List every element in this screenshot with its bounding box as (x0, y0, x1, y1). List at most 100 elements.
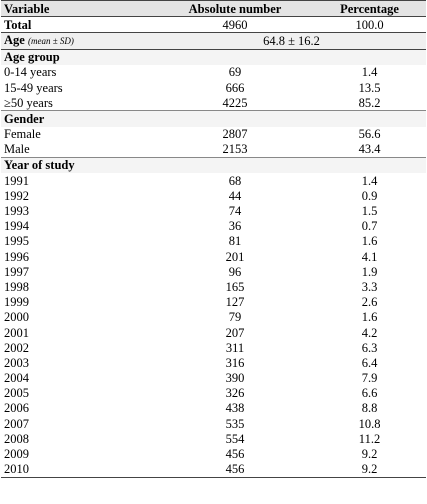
table-cell: 6.6 (361, 386, 378, 401)
table-cell: 64.8 ± 16.2 (157, 32, 426, 50)
table-cell: 4.1 (361, 249, 378, 264)
table-cell: 207 (225, 325, 245, 340)
data-row: 1995 81 1.6 (1, 234, 426, 249)
table-cell: 554 (225, 431, 245, 446)
table-cell: 1995 (4, 234, 29, 249)
table-cell: 44 (228, 188, 242, 203)
table-cell: 2005 (4, 386, 29, 401)
table-cell: 326 (225, 386, 245, 401)
table-cell: Variable (1, 0, 157, 18)
table-cell: 2001 (4, 325, 29, 340)
total-row: Total 4960 100.0 (1, 17, 426, 33)
table-cell: Percentage (313, 0, 426, 18)
table-cell: 1998 (4, 279, 29, 294)
table-cell: 7.9 (361, 371, 378, 386)
table-cell: 2009 (4, 447, 29, 462)
table-cell: 6.3 (361, 340, 378, 355)
table-cell: 2003 (4, 355, 29, 370)
data-table: Variable Absolute number Percentage Total 49… (1, 0, 426, 478)
table-cell: 74 (228, 204, 242, 219)
table-cell: 456 (225, 447, 245, 462)
table-cell: 2007 (4, 416, 29, 431)
data-row: 2006 438 8.8 (1, 401, 426, 416)
table-body: Variable Absolute number Percentage Total 49… (1, 0, 426, 478)
table-cell: 69 (228, 65, 242, 80)
table-cell: 9.2 (313, 461, 426, 478)
table-cell: 1999 (4, 295, 29, 310)
data-row: 2007 535 10.8 (1, 416, 426, 431)
table-cell: 1.4 (361, 65, 378, 80)
table-cell: 96 (228, 264, 242, 279)
table-cell: 390 (225, 371, 245, 386)
table-cell: 0-14 years (4, 65, 57, 80)
table-cell: 6.4 (361, 355, 378, 370)
data-row: 2008 554 11.2 (1, 431, 426, 446)
table-cell: 1993 (4, 204, 29, 219)
table-cell: 2008 (4, 431, 29, 446)
data-row: 1996 201 4.1 (1, 249, 426, 264)
age-note: (mean ± SD) (27, 36, 74, 47)
table-cell: 13.5 (358, 80, 381, 95)
table-cell: ≥50 years (4, 95, 53, 110)
table-cell: 79 (228, 310, 242, 325)
table-cell: 311 (225, 340, 245, 355)
data-row: 2002 311 6.3 (1, 340, 426, 355)
table-cell: 0.9 (361, 188, 378, 203)
table-cell: 4.2 (361, 325, 378, 340)
table-cell: 1.6 (361, 310, 378, 325)
table-cell: 316 (225, 355, 245, 370)
table-cell: 1.4 (361, 173, 378, 188)
table-cell: 2153 (222, 142, 248, 157)
table-cell: 43.4 (358, 142, 381, 157)
data-row: 1998 165 3.3 (1, 279, 426, 294)
data-row: 1994 36 0.7 (1, 219, 426, 234)
table-cell: 10.8 (358, 416, 381, 431)
table-cell: 438 (225, 401, 245, 416)
data-row: 2001 207 4.2 (1, 325, 426, 340)
table-cell: 81 (228, 234, 242, 249)
table-cell: 8.8 (361, 401, 378, 416)
table-cell: 1.5 (361, 204, 378, 219)
table-cell: 1.9 (361, 264, 378, 279)
table-cell: 2.6 (361, 295, 378, 310)
table-cell: 456 (157, 461, 313, 478)
data-row: 2003 316 6.4 (1, 355, 426, 370)
data-row: 2009 456 9.2 (1, 446, 426, 461)
table-cell: Total (4, 17, 32, 32)
table-cell: 127 (225, 295, 245, 310)
table-cell: 1997 (4, 264, 29, 279)
table-cell: 85.2 (358, 95, 381, 110)
table-cell: 2010 (1, 461, 157, 478)
table-cell: 1991 (4, 173, 29, 188)
table-cell: 2000 (4, 310, 29, 325)
table-cell: 0.7 (361, 219, 378, 234)
age-label: Age (4, 33, 25, 48)
data-row: 0-14 years 69 1.4 (1, 65, 426, 80)
data-row: 2010 456 9.2 (1, 461, 426, 478)
data-row: 2005 326 6.6 (1, 386, 426, 401)
table-cell: Age (mean ± SD) (1, 32, 157, 50)
header-row: Variable Absolute number Percentage (1, 0, 426, 18)
table-cell: Absolute number (157, 0, 313, 18)
table-cell: Male (4, 142, 30, 157)
table-cell: 535 (225, 416, 245, 431)
table-cell: 1992 (4, 188, 29, 203)
section-title: Year of study (1, 156, 426, 174)
table-cell: 4960 (222, 17, 248, 32)
data-row: Male 2153 43.4 (1, 142, 426, 158)
data-row: 2000 79 1.6 (1, 310, 426, 325)
table-cell: 68 (228, 173, 242, 188)
table-cell: 1.6 (361, 234, 378, 249)
data-row: 1993 74 1.5 (1, 203, 426, 218)
section-row: Year of study (1, 156, 426, 174)
table-cell: 201 (225, 249, 245, 264)
table-cell: 2004 (4, 371, 29, 386)
table-cell: 3.3 (361, 279, 378, 294)
table-cell: 165 (225, 279, 245, 294)
data-row: ≥50 years 4225 85.2 (1, 95, 426, 111)
table-cell: 1994 (4, 219, 29, 234)
data-row: Female 2807 56.6 (1, 127, 426, 142)
section-row: Age group (1, 48, 426, 65)
table-cell: 4225 (222, 95, 248, 110)
data-row: 1991 68 1.4 (1, 173, 426, 188)
